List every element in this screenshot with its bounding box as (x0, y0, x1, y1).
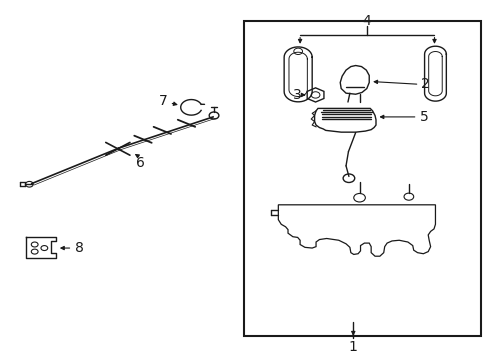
Text: 5: 5 (419, 110, 428, 124)
Text: 4: 4 (362, 14, 370, 28)
Text: 8: 8 (75, 241, 83, 255)
Text: 3: 3 (293, 88, 302, 102)
Text: 1: 1 (348, 339, 357, 354)
Text: 2: 2 (421, 77, 429, 91)
Text: 7: 7 (159, 94, 167, 108)
Text: 6: 6 (136, 156, 145, 170)
Bar (244, 21, 480, 336)
